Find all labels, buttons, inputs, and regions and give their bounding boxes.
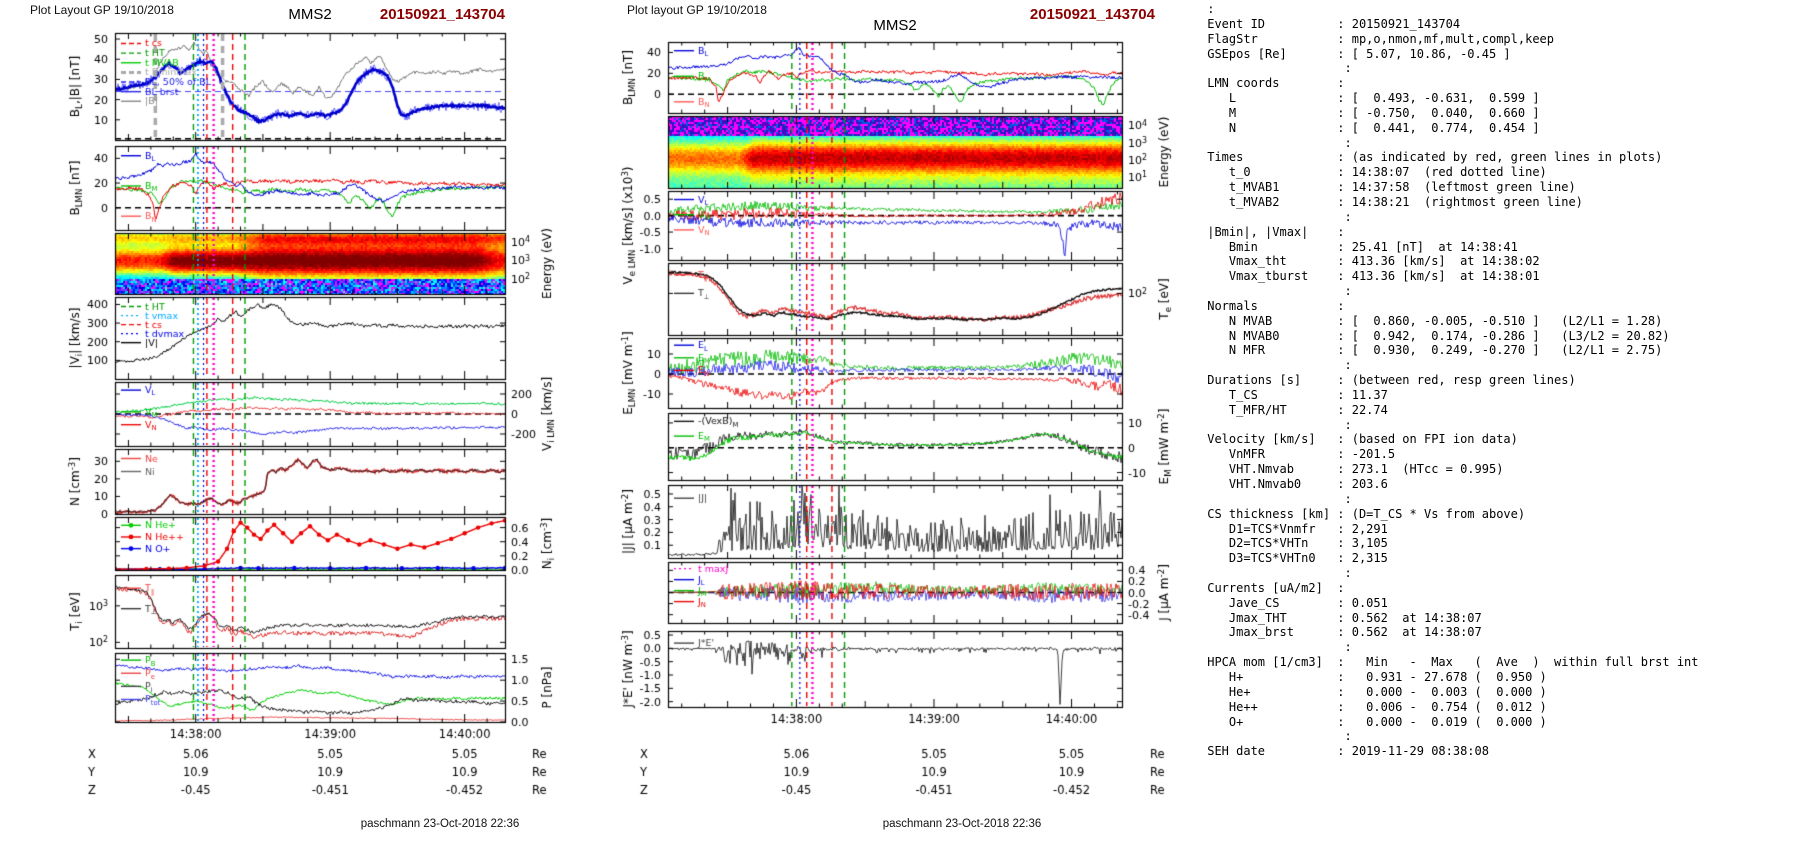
info-line: Jmax_brst : 0.562 at 14:38:07	[1200, 625, 1482, 640]
info-line: t_MVAB1 : 14:37:58 (leftmost green line)	[1200, 180, 1576, 195]
info-panel: : Event ID : 20150921_143704 FlagStr : m…	[1200, 2, 1699, 759]
info-line: :	[1200, 491, 1352, 506]
info-line: Vmax_tburst : 413.36 [km/s] at 14:38:01	[1200, 269, 1540, 284]
info-line: |Bmin|, |Vmax| :	[1200, 224, 1345, 239]
info-line: :	[1200, 640, 1352, 655]
info-line: Jmax_THT : 0.562 at 14:38:07	[1200, 610, 1482, 625]
info-line: D1=TCS*Vnmfr : 2,291	[1200, 521, 1388, 536]
info-line: N MVAB : [ 0.860, -0.005, -0.510 ] (L2/L…	[1200, 313, 1663, 328]
figures-canvas	[0, 0, 1190, 841]
info-line: Currents [uA/m2] :	[1200, 580, 1345, 595]
left-figure-event-id: 20150921_143704	[379, 6, 505, 23]
info-line: N : [ 0.441, 0.774, 0.454 ]	[1200, 120, 1540, 135]
info-line: :	[1200, 284, 1352, 299]
left-figure-title: MMS2	[288, 6, 332, 23]
info-line: M : [ -0.750, 0.040, 0.660 ]	[1200, 105, 1540, 120]
info-line: O+ : 0.000 - 0.019 ( 0.000 )	[1200, 714, 1547, 729]
info-line: Jave_CS : 0.051	[1200, 595, 1388, 610]
info-line: Vmax_tht : 413.36 [km/s] at 14:38:02	[1200, 254, 1540, 269]
info-line: :	[1200, 61, 1352, 76]
info-line: T_CS : 11.37	[1200, 387, 1388, 402]
info-line: t_MVAB2 : 14:38:21 (rightmost green line…	[1200, 194, 1583, 209]
info-line: D3=TCS*VHTn0 : 2,315	[1200, 551, 1388, 566]
info-line: :	[1200, 135, 1352, 150]
info-line: GSEpos [Re] : [ 5.07, 10.86, -0.45 ]	[1200, 46, 1511, 61]
info-line: Bmin : 25.41 [nT] at 14:38:41	[1200, 239, 1518, 254]
left-figure-header: Plot Layout GP 19/10/2018	[30, 3, 174, 17]
info-line: :	[1200, 2, 1215, 16]
info-line: D2=TCS*VHTn : 3,105	[1200, 536, 1388, 551]
info-line: Event ID : 20150921_143704	[1200, 16, 1461, 31]
middle-figure-header: Plot layout GP 19/10/2018	[627, 3, 767, 17]
info-line: N MFR : [ 0.930, 0.249, -0.270 ] (L2/L1 …	[1200, 343, 1663, 358]
info-line: :	[1200, 417, 1352, 432]
middle-figure-title: MMS2	[873, 17, 917, 34]
left-figure-footer: paschmann 23-Oct-2018 22:36	[360, 818, 520, 830]
info-line: L : [ 0.493, -0.631, 0.599 ]	[1200, 91, 1540, 106]
info-line: :	[1200, 566, 1352, 581]
info-line: He+ : 0.000 - 0.003 ( 0.000 )	[1200, 684, 1547, 699]
info-line: Normals :	[1200, 298, 1345, 313]
info-line: VnMFR : -201.5	[1200, 447, 1396, 462]
info-line: :	[1200, 358, 1352, 373]
info-line: Durations [s] : (between red, resp green…	[1200, 373, 1576, 388]
info-line: VHT.Nmvab0 : 203.6	[1200, 477, 1388, 491]
middle-figure-event-id: 20150921_143704	[1029, 6, 1155, 23]
info-line: HPCA mom [1/cm3] : Min - Max ( Ave ) wit…	[1200, 655, 1699, 670]
info-line: FlagStr : mp,o,nmon,mf,mult,compl,keep	[1200, 31, 1555, 46]
info-line: Velocity [km/s] : (based on FPI ion data…	[1200, 432, 1518, 447]
info-line: H+ : 0.931 - 27.678 ( 0.950 )	[1200, 669, 1547, 684]
info-line: LMN coords :	[1200, 76, 1345, 91]
info-line: t_0 : 14:38:07 (red dotted line)	[1200, 165, 1547, 180]
info-line: He++ : 0.006 - 0.754 ( 0.012 )	[1200, 699, 1547, 714]
info-line: VHT.Nmvab : 273.1 (HTcc = 0.995)	[1200, 462, 1504, 477]
info-line: CS thickness [km] : (D=T_CS * Vs from ab…	[1200, 506, 1526, 521]
info-line: SEH date : 2019-11-29 08:38:08	[1200, 744, 1489, 759]
info-line: Times : (as indicated by red, green line…	[1200, 150, 1663, 165]
info-line: :	[1200, 729, 1352, 744]
info-line: :	[1200, 209, 1352, 224]
info-line: N MVAB0 : [ 0.942, 0.174, -0.286 ] (L3/L…	[1200, 328, 1670, 343]
info-line: T_MFR/HT : 22.74	[1200, 402, 1388, 417]
middle-figure-footer: paschmann 23-Oct-2018 22:36	[882, 818, 1042, 830]
